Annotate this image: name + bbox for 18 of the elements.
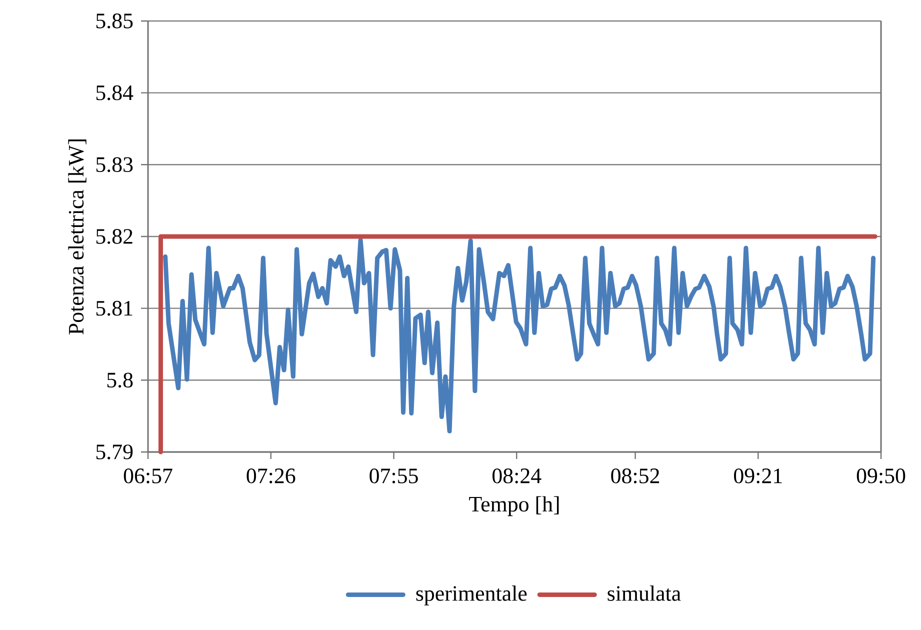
y-tick-label: 5.83 [96,157,133,172]
y-tick-label: 5.84 [96,85,134,100]
y-tick-label: 5.79 [96,444,133,460]
y-axis-title: Potenza elettrica [kW] [68,139,86,334]
x-axis-title: Tempo [h] [469,496,559,516]
x-tick-label: 09:50 [856,468,906,484]
x-tick-label: 08:24 [492,468,542,484]
x-tick-label: 07:55 [370,468,418,484]
y-tick-label: 5.85 [96,14,133,28]
x-tick-label: 08:52 [611,468,660,484]
x-tick-label: 07:26 [246,468,296,484]
y-tick-label: 5.81 [96,300,132,316]
x-tick-label: 09:21 [734,468,782,484]
legend-label: sperimentale [416,585,527,606]
y-tick-label: 5.8 [107,372,133,388]
x-tick-label: 06:57 [124,468,172,484]
legend-label: simulata [608,585,681,601]
y-tick-label: 5.82 [96,229,132,244]
